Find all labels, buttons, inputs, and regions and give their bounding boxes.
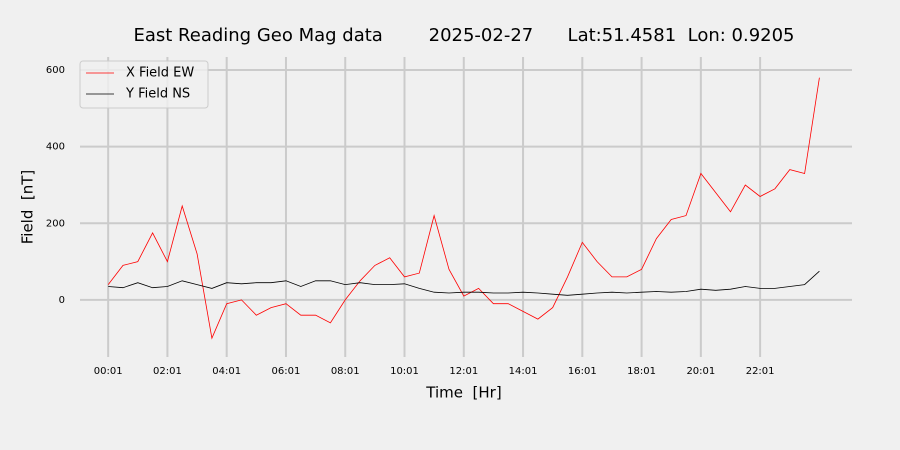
x-tick-label: 14:01	[509, 366, 538, 377]
y-tick-label: 0	[59, 295, 65, 306]
x-tick-label: 04:01	[212, 366, 241, 377]
x-tick-label: 02:01	[153, 366, 182, 377]
x-tick-label: 22:01	[746, 366, 775, 377]
legend-label: Y Field NS	[125, 87, 190, 102]
x-tick-label: 12:01	[449, 366, 478, 377]
x-tick-label: 06:01	[272, 366, 301, 377]
x-axis-label: Time [Hr]	[425, 384, 501, 402]
x-tick-label: 20:01	[686, 366, 715, 377]
legend-label: X Field EW	[126, 66, 194, 81]
x-tick-label: 18:01	[627, 366, 656, 377]
x-tick-label: 16:01	[568, 366, 597, 377]
y-axis-label: Field [nT]	[19, 170, 37, 245]
y-tick-label: 200	[46, 218, 65, 229]
x-tick-label: 00:01	[94, 366, 123, 377]
data-line	[107, 77, 820, 340]
x-tick-label: 08:01	[331, 366, 360, 377]
data-line	[108, 270, 820, 296]
chart-title: East Reading Geo Mag data 2025-02-27 Lat…	[133, 25, 794, 46]
y-tick-label: 400	[46, 142, 65, 153]
y-tick-label: 600	[46, 65, 65, 76]
x-tick-label: 10:01	[390, 366, 419, 377]
